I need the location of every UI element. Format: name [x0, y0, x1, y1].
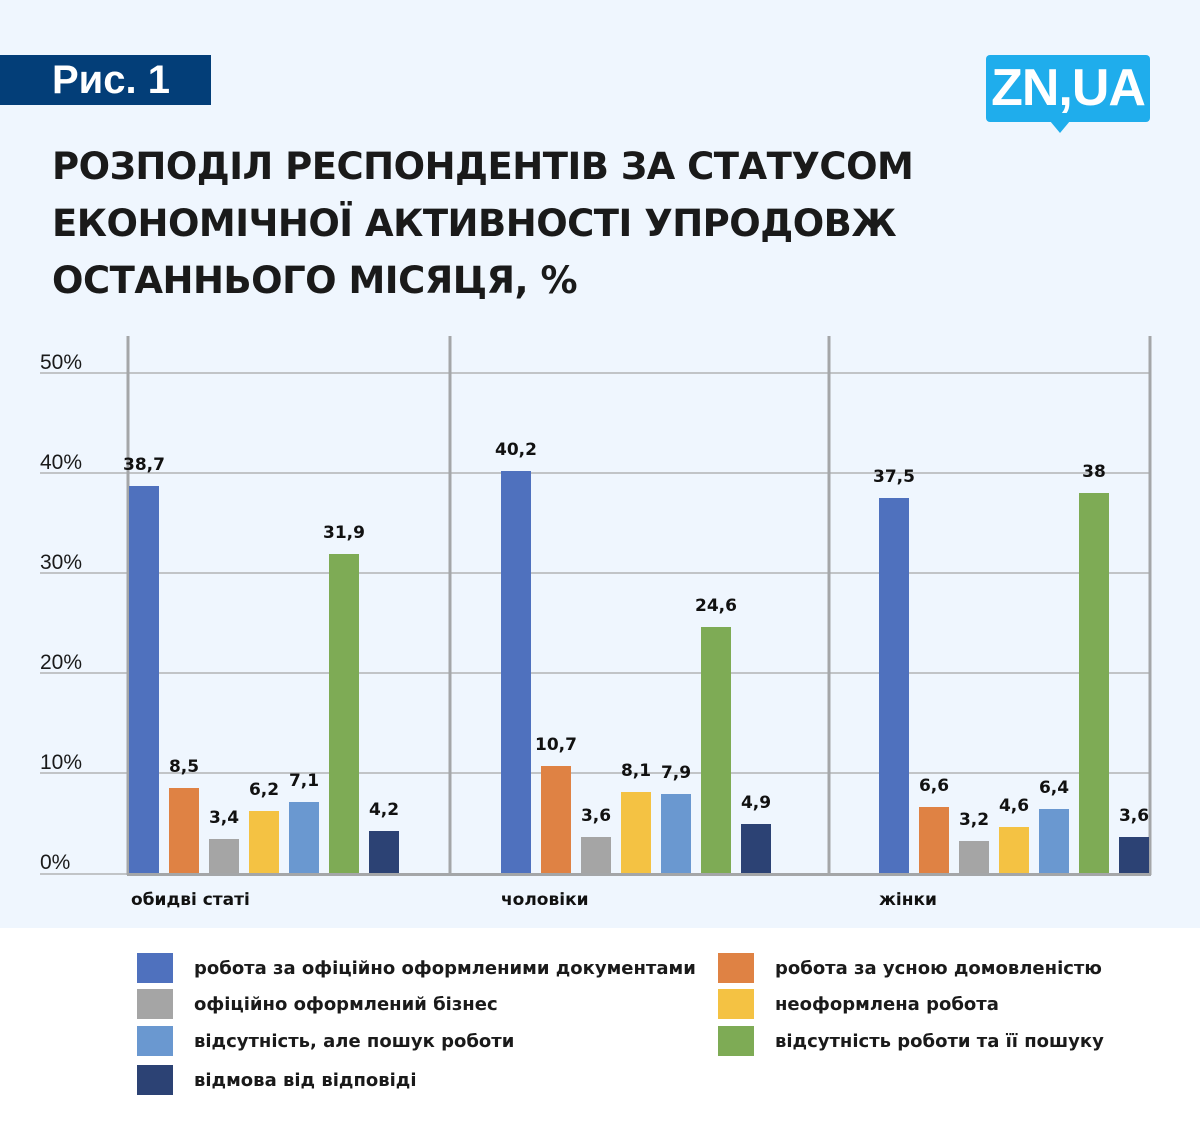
bar	[169, 788, 199, 873]
legend-label: відсутність роботи та її пошуку	[775, 1030, 1104, 1052]
legend-swatch	[137, 989, 173, 1019]
y-tick-label: 10%	[40, 751, 82, 774]
y-tick-label: 0%	[40, 851, 70, 874]
gridlines	[40, 336, 1152, 876]
bar	[661, 794, 691, 873]
legend-swatch	[718, 953, 754, 983]
logo-speech-tail	[1050, 121, 1070, 133]
title-line-1: РОЗПОДІЛ РЕСПОНДЕНТІВ ЗА СТАТУСОМ	[52, 145, 914, 188]
bar	[289, 802, 319, 873]
bar	[329, 554, 359, 873]
legend-swatch	[137, 1065, 173, 1095]
data-label: 8,5	[169, 757, 199, 777]
bar	[541, 766, 571, 873]
legend-item: неоформлена робота	[718, 989, 999, 1019]
data-label: 38	[1082, 462, 1106, 482]
legend: робота за офіційно оформленими документа…	[0, 940, 1200, 1110]
legend-item: офіційно оформлений бізнес	[137, 989, 498, 1019]
data-label: 40,2	[495, 440, 537, 460]
bar	[1039, 809, 1069, 873]
bar	[701, 627, 731, 873]
legend-swatch	[718, 989, 754, 1019]
data-label: 3,6	[581, 806, 611, 826]
legend-item: відсутність, але пошук роботи	[137, 1026, 514, 1056]
legend-swatch	[137, 953, 173, 983]
data-label: 6,6	[919, 776, 949, 796]
data-labels: 38,7 40,2 37,5 8,5 10,7 6,6 3,4 3,6 3,2 6,2 8,1 4,6…	[123, 440, 1149, 830]
title-line-3: ОСТАННЬОГО МІСЯЦЯ, %	[52, 259, 578, 302]
bar	[999, 827, 1029, 873]
chart-title: РОЗПОДІЛ РЕСПОНДЕНТІВ ЗА СТАТУСОМ ЕКОНОМ…	[52, 138, 952, 309]
bar	[209, 839, 239, 873]
data-label: 38,7	[123, 455, 165, 475]
legend-label: робота за усною домовленістю	[775, 957, 1102, 979]
y-tick-label: 40%	[40, 451, 82, 474]
x-tick-label: жінки	[879, 890, 937, 910]
zn-ua-logo: ZN,UA	[986, 55, 1150, 122]
data-label: 8,1	[621, 761, 651, 781]
legend-item: робота за усною домовленістю	[718, 953, 1102, 983]
x-tick-label: чоловіки	[501, 890, 589, 910]
data-label: 31,9	[323, 523, 365, 543]
bar	[919, 807, 949, 873]
x-tick-label: обидві статі	[131, 890, 250, 910]
y-axis-ticks: 0% 10% 20% 30% 40% 50%	[40, 351, 82, 874]
bar	[1119, 837, 1149, 873]
bar	[621, 792, 651, 873]
bar	[501, 471, 531, 873]
legend-label: відмова від відповіді	[194, 1069, 417, 1091]
data-label: 3,4	[209, 808, 239, 828]
y-tick-label: 20%	[40, 651, 82, 674]
data-label: 6,4	[1039, 778, 1069, 798]
bar	[741, 824, 771, 873]
y-tick-label: 50%	[40, 351, 82, 374]
bar	[1079, 493, 1109, 873]
data-label: 7,1	[289, 771, 319, 791]
legend-item: робота за офіційно оформленими документа…	[137, 953, 696, 983]
legend-label: неоформлена робота	[775, 993, 999, 1015]
x-axis-labels: обидві статі чоловіки жінки	[131, 890, 937, 910]
data-label: 4,6	[999, 796, 1029, 816]
bar-chart: 0% 10% 20% 30% 40% 50% 38,7 40,2 37,5 8,5 10,7 6,6…	[40, 336, 1152, 910]
bar	[129, 486, 159, 873]
legend-label: відсутність, але пошук роботи	[194, 1030, 515, 1052]
data-label: 10,7	[535, 735, 577, 755]
data-label: 3,2	[959, 810, 989, 830]
title-line-2: ЕКОНОМІЧНОЇ АКТИВНОСТІ УПРОДОВЖ	[52, 202, 897, 245]
data-label: 37,5	[873, 467, 915, 487]
bar	[369, 831, 399, 873]
y-tick-label: 30%	[40, 551, 82, 574]
bars	[129, 471, 1149, 873]
data-label: 6,2	[249, 780, 279, 800]
data-label: 24,6	[695, 596, 737, 616]
legend-item: відмова від відповіді	[137, 1065, 417, 1095]
bar	[959, 841, 989, 873]
legend-swatch	[137, 1026, 173, 1056]
bar	[581, 837, 611, 873]
legend-label: робота за офіційно оформленими документа…	[194, 957, 696, 979]
data-label: 3,6	[1119, 806, 1149, 826]
bar	[249, 811, 279, 873]
data-label: 4,2	[369, 800, 399, 820]
legend-item: відсутність роботи та її пошуку	[718, 1026, 1104, 1056]
figure-label: Рис. 1	[0, 55, 211, 105]
bar	[879, 498, 909, 873]
legend-swatch	[718, 1026, 754, 1056]
data-label: 7,9	[661, 763, 691, 783]
data-label: 4,9	[741, 793, 771, 813]
legend-label: офіційно оформлений бізнес	[194, 993, 498, 1015]
